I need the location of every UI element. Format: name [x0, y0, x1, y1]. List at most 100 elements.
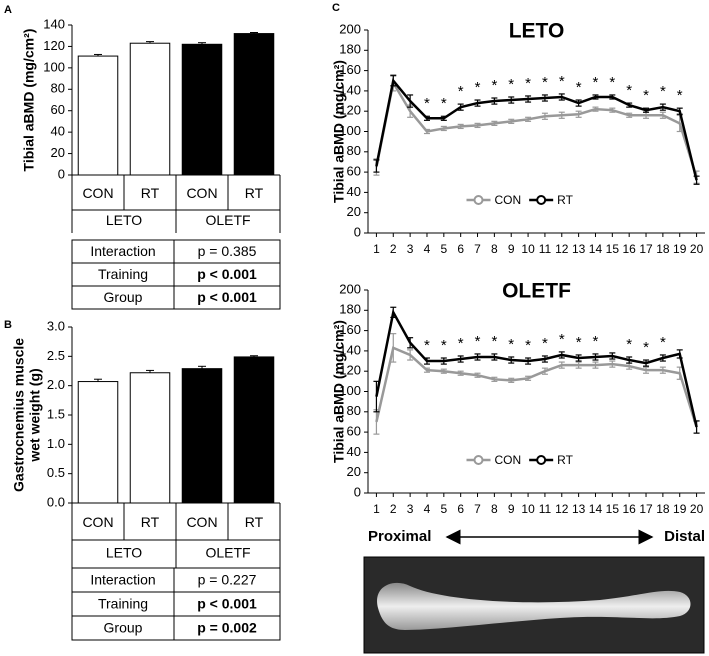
panel-label: B [4, 319, 12, 331]
x-tick-label: CON [82, 185, 113, 201]
x-tick-label: 3 [407, 242, 414, 256]
y-tick-label: 2.5 [47, 348, 65, 363]
y-tick-label: 120 [339, 103, 361, 118]
y-tick-label: 80 [51, 81, 65, 96]
x-tick-label: 4 [424, 502, 431, 516]
stats-table [71, 239, 281, 310]
x-tick-label: CON [186, 514, 217, 530]
x-tick-label: 13 [572, 242, 586, 256]
significance-marker: * [475, 79, 481, 96]
y-tick-label: 3.0 [47, 318, 65, 333]
y-tick-label: 100 [43, 59, 65, 74]
bar [181, 43, 223, 176]
y-tick-label: 100 [339, 383, 361, 398]
significance-marker: * [458, 83, 464, 100]
y-tick-label: 140 [339, 342, 361, 357]
panel-label: A [4, 4, 12, 16]
stats-label: Training [98, 266, 148, 282]
significance-marker: * [593, 74, 599, 91]
x-tick-label: 20 [690, 242, 704, 256]
significance-marker: * [508, 336, 514, 353]
x-tick-label: 9 [508, 242, 515, 256]
legend-label: CON [495, 193, 522, 207]
x-tick-label: 11 [539, 242, 552, 256]
x-tick-label: 4 [424, 242, 431, 256]
y-tick-label: 120 [339, 363, 361, 378]
legend-label: RT [557, 193, 573, 207]
x-tick-label: 1 [373, 502, 380, 516]
y-tick-label: 140 [339, 82, 361, 97]
x-tick-label: RT [245, 514, 264, 530]
significance-marker: * [491, 77, 497, 94]
group-label: LETO [106, 212, 142, 228]
y-axis-label: Tibial aBMD (mg/cm²) [21, 29, 37, 172]
x-tick-label: 15 [606, 502, 620, 516]
significance-marker: * [576, 79, 582, 96]
significance-marker: * [643, 87, 649, 104]
y-axis-label: Tibial aBMD (mg/cm²) [331, 60, 347, 203]
significance-marker: * [559, 331, 565, 348]
y-tick-label: 40 [51, 124, 65, 139]
significance-marker: * [424, 337, 430, 354]
y-tick-label: 0 [58, 166, 65, 181]
x-tick-label: 15 [606, 242, 620, 256]
y-tick-label: 1.5 [47, 406, 65, 421]
significance-marker: * [441, 337, 447, 354]
legend-label: CON [495, 453, 522, 467]
y-tick-label: 120 [43, 38, 65, 53]
x-tick-label: 10 [521, 242, 535, 256]
x-tick-label: 14 [589, 502, 603, 516]
y-tick-label: 60 [347, 164, 361, 179]
x-tick-label: 16 [622, 242, 636, 256]
significance-marker: * [424, 95, 430, 112]
y-tick-label: 60 [347, 424, 361, 439]
x-tick-label: 18 [656, 502, 670, 516]
y-tick-label: 1.0 [47, 436, 65, 451]
y-axis-label: wet weight (g) [27, 368, 43, 462]
legend-marker [536, 195, 547, 205]
x-tick-label: 17 [639, 502, 653, 516]
significance-marker: * [559, 73, 565, 90]
x-tick-label: 7 [474, 502, 481, 516]
significance-marker: * [475, 333, 481, 350]
significance-marker: * [542, 335, 548, 352]
panel-label: C [332, 2, 340, 14]
bar [129, 372, 171, 504]
significance-marker: * [593, 333, 599, 350]
series-line [375, 346, 698, 428]
bar [129, 42, 171, 176]
y-tick-label: 0 [354, 484, 361, 499]
x-tick-label: 2 [390, 242, 397, 256]
x-tick-label: 5 [440, 242, 447, 256]
x-tick-label: RT [141, 185, 160, 201]
x-tick-label: CON [186, 185, 217, 201]
x-tick-label: 19 [673, 242, 687, 256]
group-label: OLETF [205, 545, 250, 561]
y-tick-label: 100 [339, 123, 361, 138]
x-tick-label: 10 [521, 502, 535, 516]
legend-marker [473, 455, 484, 465]
significance-marker: * [677, 87, 683, 104]
y-axis-label: Gastrocnemius muscle [11, 338, 27, 492]
y-tick-label: 80 [347, 403, 361, 418]
stats-label: Group [104, 620, 143, 636]
stats-value: p < 0.001 [197, 266, 257, 282]
significance-marker: * [576, 334, 582, 351]
group-label: LETO [106, 545, 142, 561]
series-line [375, 308, 698, 428]
x-tick-label: 18 [656, 242, 670, 256]
stats-value: p = 0.227 [198, 572, 257, 588]
chart-title: OLETF [502, 280, 571, 303]
y-tick-label: 0.0 [47, 494, 65, 509]
chart-title: LETO [509, 20, 565, 43]
x-tick-label: 5 [440, 502, 447, 516]
x-tick-label: CON [82, 514, 113, 530]
stats-value: p < 0.001 [197, 289, 257, 305]
significance-marker: * [508, 76, 514, 93]
series-line [375, 79, 698, 178]
stats-label: Interaction [90, 572, 155, 588]
y-tick-label: 40 [347, 444, 361, 459]
stats-label: Group [104, 289, 143, 305]
x-tick-label: 7 [474, 242, 481, 256]
stats-label: Training [98, 596, 148, 612]
